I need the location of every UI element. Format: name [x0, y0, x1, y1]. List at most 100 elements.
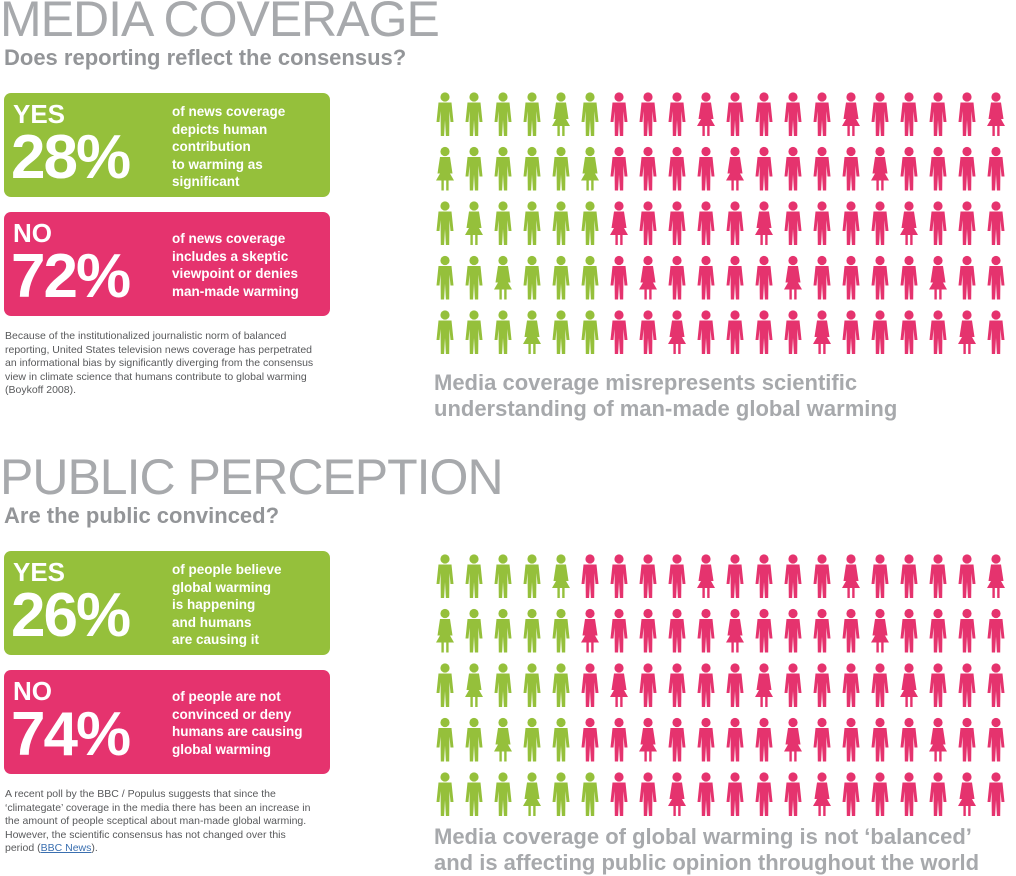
person-icon	[929, 310, 947, 354]
person-icon	[726, 255, 744, 300]
person-icon	[813, 772, 831, 816]
person-icon	[610, 201, 628, 245]
media-no-word: NO	[13, 218, 52, 248]
person-icon	[987, 92, 1005, 136]
person-icon	[929, 201, 947, 245]
person-icon	[755, 146, 773, 191]
person-icon	[465, 772, 483, 816]
person-icon	[523, 201, 541, 245]
person-icon	[668, 146, 686, 191]
person-icon	[929, 608, 947, 653]
person-icon	[929, 255, 947, 300]
person-icon	[610, 310, 628, 354]
person-icon	[523, 772, 541, 816]
person-icon	[697, 663, 715, 707]
person-icon	[871, 772, 889, 816]
person-icon	[523, 146, 541, 191]
person-icon	[436, 201, 454, 245]
person-icon	[900, 255, 918, 300]
person-icon	[842, 92, 860, 136]
public-yes-description: of people believe global warming is happ…	[172, 561, 322, 649]
person-icon	[668, 717, 686, 762]
person-icon	[436, 310, 454, 354]
person-icon	[987, 146, 1005, 191]
person-icon	[610, 608, 628, 653]
note-text: ).	[91, 842, 98, 855]
person-icon	[958, 255, 976, 300]
media-yes-percent: 28%	[11, 123, 131, 192]
person-icon	[987, 772, 1005, 816]
person-icon	[639, 201, 657, 245]
person-icon	[436, 146, 454, 191]
person-icon	[987, 255, 1005, 300]
bbc-news-link[interactable]: BBC News	[40, 842, 92, 855]
person-icon	[784, 255, 802, 300]
person-icon	[552, 772, 570, 816]
person-icon	[523, 608, 541, 653]
person-icon	[900, 554, 918, 598]
person-icon	[610, 92, 628, 136]
person-icon	[552, 717, 570, 762]
person-icon	[726, 663, 744, 707]
public-perception-section: PUBLIC PERCEPTION Are the public convinc…	[0, 452, 1016, 876]
person-icon	[697, 608, 715, 653]
person-icon	[987, 554, 1005, 598]
person-icon	[958, 310, 976, 354]
note-line: ‘climategate’ coverage in the media ther…	[5, 801, 311, 814]
media-no-description: of news coverage includes a skeptic view…	[172, 230, 322, 300]
note-line: an informational bias by significantly d…	[5, 357, 314, 370]
person-icon	[581, 717, 599, 762]
person-icon	[900, 608, 918, 653]
public-no-description: of people are not convinced or deny huma…	[172, 688, 322, 758]
person-icon	[784, 310, 802, 354]
public-note: A recent poll by the BBC / Populus sugge…	[5, 788, 335, 856]
person-icon	[726, 92, 744, 136]
person-icon	[784, 717, 802, 762]
person-icon	[465, 608, 483, 653]
desc-line: is happening	[172, 597, 256, 612]
person-icon	[581, 772, 599, 816]
desc-line: includes a skeptic	[172, 248, 289, 264]
person-icon	[697, 255, 715, 300]
person-icon	[465, 92, 483, 136]
person-icon	[929, 92, 947, 136]
person-icon	[494, 310, 512, 354]
person-icon	[871, 310, 889, 354]
person-icon	[726, 201, 744, 245]
note-line: period (BBC News).	[5, 842, 335, 856]
person-icon	[552, 663, 570, 707]
person-icon	[610, 717, 628, 762]
person-icon	[871, 554, 889, 598]
person-icon	[958, 717, 976, 762]
person-icon	[784, 663, 802, 707]
desc-line: humans are causing	[172, 724, 303, 739]
person-icon	[523, 92, 541, 136]
person-icon	[958, 663, 976, 707]
person-icon	[465, 717, 483, 762]
person-icon	[465, 146, 483, 191]
person-icon	[987, 717, 1005, 762]
desc-line: of news coverage	[172, 104, 286, 119]
person-icon	[581, 554, 599, 598]
person-icon	[900, 201, 918, 245]
person-icon	[436, 717, 454, 762]
person-icon	[465, 310, 483, 354]
person-icon	[436, 772, 454, 816]
note-line: A recent poll by the BBC / Populus sugge…	[5, 788, 276, 800]
person-icon	[987, 663, 1005, 707]
public-caption: Media coverage of global warming is not …	[434, 824, 1014, 876]
person-icon	[494, 201, 512, 245]
public-no-box: NO 74% of people are not convinced or de…	[4, 670, 330, 774]
person-icon	[871, 255, 889, 300]
public-yes-percent: 26%	[11, 581, 131, 650]
person-icon	[581, 92, 599, 136]
person-icon	[639, 608, 657, 653]
person-icon	[929, 772, 947, 816]
person-icon	[610, 772, 628, 816]
person-icon	[842, 772, 860, 816]
media-caption: Media coverage misrepresents scientific …	[434, 370, 1014, 422]
person-icon	[958, 92, 976, 136]
desc-line: viewpoint or denies	[172, 266, 299, 281]
person-icon	[813, 255, 831, 300]
person-icon	[813, 310, 831, 354]
